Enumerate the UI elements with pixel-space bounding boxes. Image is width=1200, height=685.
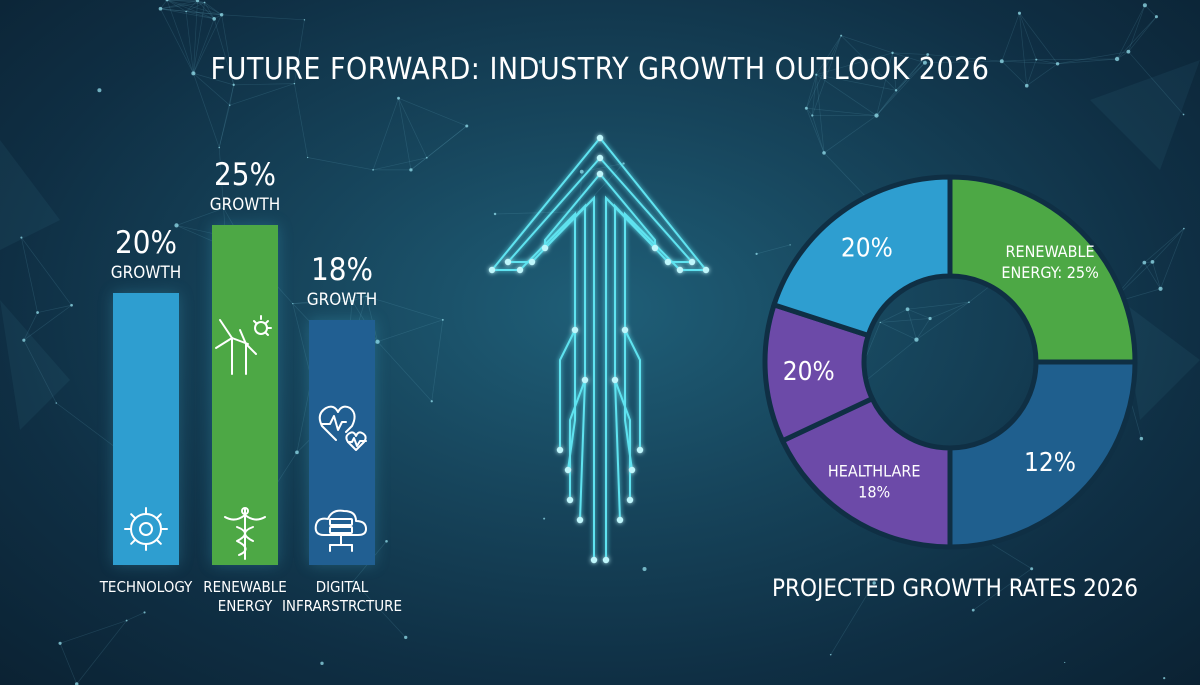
donut-chart-title: PROJECTED GROWTH RATES 2026 <box>771 574 1139 602</box>
bar-growth-label: GROWTH <box>110 263 182 283</box>
cloud-server-icon <box>314 509 367 552</box>
bar-category-label: TECHNOLOGY <box>99 578 193 596</box>
heart-pulse-icon <box>318 405 367 451</box>
slice-renewable-energy <box>947 174 1138 365</box>
bar-category-label: RENEWABLE ENERGY <box>203 578 287 615</box>
wind-turbine-sun-icon <box>215 315 272 375</box>
slice-20-blue <box>770 174 953 339</box>
bar-value-label: 20% <box>115 225 177 261</box>
page-title: FUTURE FORWARD: INDUSTRY GROWTH OUTLOOK … <box>210 52 990 87</box>
bar-value-label: 25% <box>214 157 276 193</box>
slice-label: 20% <box>783 357 835 387</box>
slice-12 <box>947 359 1138 550</box>
slice-label: HEALTHLARE 18% <box>828 462 921 502</box>
slice-label: 20% <box>841 234 893 264</box>
bar-growth-label: GROWTH <box>209 195 281 215</box>
bar-value-label: 18% <box>311 252 373 289</box>
slice-label: RENEWABLE ENERGY: 25% <box>1001 242 1098 282</box>
slice-healthcare <box>779 395 953 550</box>
bar-technology <box>113 293 179 565</box>
caduceus-icon <box>224 507 266 560</box>
slice-label: 12% <box>1024 448 1076 478</box>
gear-icon <box>124 507 168 551</box>
bar-category-label: DIGITAL INFRARSTRCTURE <box>281 578 403 615</box>
bar-growth-label: GROWTH <box>306 290 378 311</box>
